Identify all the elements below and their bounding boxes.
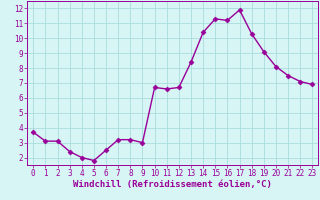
X-axis label: Windchill (Refroidissement éolien,°C): Windchill (Refroidissement éolien,°C) — [73, 180, 272, 189]
